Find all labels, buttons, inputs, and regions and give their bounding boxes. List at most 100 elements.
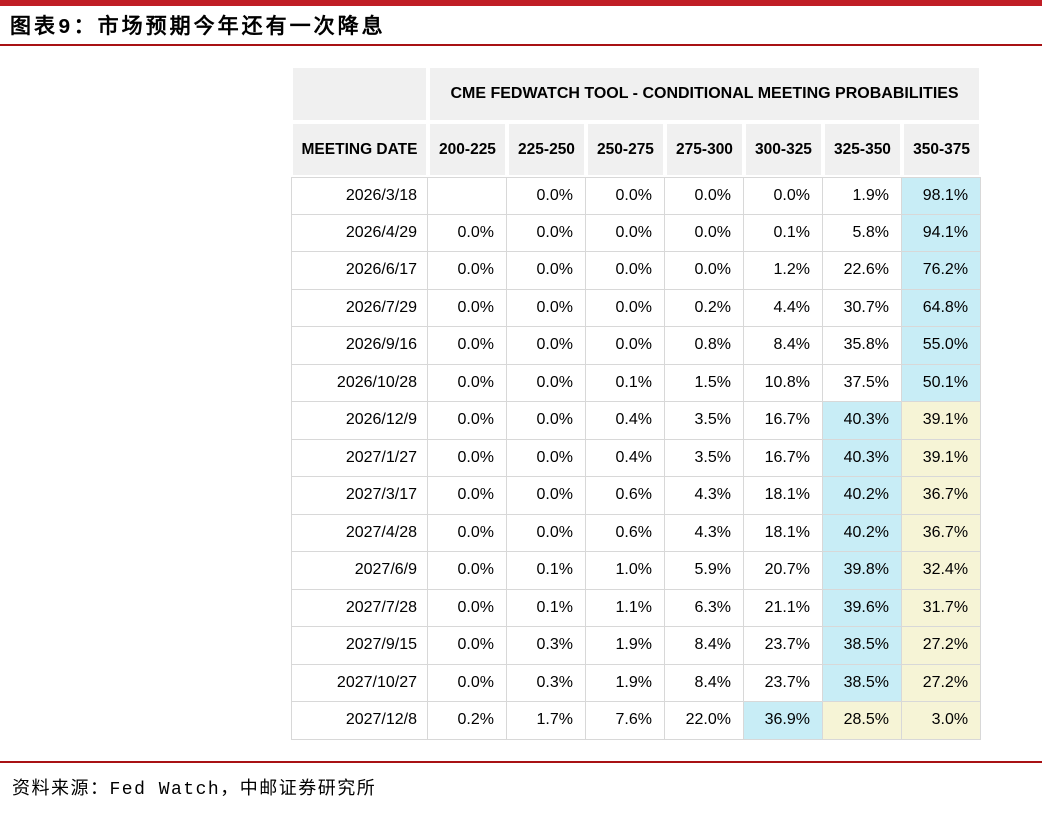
probability-cell: 0.0% <box>586 177 665 215</box>
probability-cell: 0.0% <box>428 402 507 440</box>
probability-cell: 0.0% <box>428 589 507 627</box>
rate-range-header: 325-350 <box>823 122 902 177</box>
probability-cell: 76.2% <box>902 252 982 290</box>
probability-cell: 0.2% <box>428 702 507 740</box>
probability-cell: 0.0% <box>428 439 507 477</box>
probability-cell: 40.3% <box>823 439 902 477</box>
probability-cell: 0.0% <box>428 289 507 327</box>
meeting-date-cell: 2027/1/27 <box>291 439 428 477</box>
table-row: 2026/7/29 0.0% 0.0% 0.0% 0.2% 4.4% 30.7% 64.8% <box>291 289 982 327</box>
table-row: 2027/1/27 0.0% 0.0% 0.4% 3.5% 16.7% 40.3% 39.1% <box>291 439 982 477</box>
probability-cell: 0.3% <box>507 627 586 665</box>
rate-range-header: 200-225 <box>428 122 507 177</box>
table-row: 2027/12/8 0.2% 1.7% 7.6% 22.0% 36.9% 28.5% 3.0% <box>291 702 982 740</box>
probability-cell <box>428 177 507 215</box>
meeting-date-cell: 2027/12/8 <box>291 702 428 740</box>
probability-cell: 0.0% <box>507 402 586 440</box>
meeting-date-header: MEETING DATE <box>291 122 428 177</box>
probability-cell: 8.4% <box>744 327 823 365</box>
probability-cell: 50.1% <box>902 364 982 402</box>
probability-cell: 0.0% <box>507 364 586 402</box>
fedwatch-probability-table: CME FEDWATCH TOOL - CONDITIONAL MEETING … <box>291 66 982 740</box>
meeting-date-cell: 2026/10/28 <box>291 364 428 402</box>
table-row: 2026/4/29 0.0% 0.0% 0.0% 0.0% 0.1% 5.8% 94.1% <box>291 214 982 252</box>
probability-cell: 1.9% <box>823 177 902 215</box>
probability-cell: 16.7% <box>744 439 823 477</box>
probability-cell: 0.0% <box>507 514 586 552</box>
probability-cell: 0.0% <box>428 364 507 402</box>
table-row: 2026/9/16 0.0% 0.0% 0.0% 0.8% 8.4% 35.8% 55.0% <box>291 327 982 365</box>
probability-cell: 20.7% <box>744 552 823 590</box>
probability-cell: 30.7% <box>823 289 902 327</box>
probability-cell: 4.4% <box>744 289 823 327</box>
probability-cell: 0.2% <box>665 289 744 327</box>
probability-cell: 18.1% <box>744 477 823 515</box>
probability-cell: 1.9% <box>586 664 665 702</box>
probability-cell: 22.6% <box>823 252 902 290</box>
probability-cell: 0.0% <box>665 177 744 215</box>
rate-range-header: 250-275 <box>586 122 665 177</box>
probability-cell: 23.7% <box>744 627 823 665</box>
probability-cell: 0.0% <box>586 214 665 252</box>
probability-cell: 1.5% <box>665 364 744 402</box>
table-row: 2027/6/9 0.0% 0.1% 1.0% 5.9% 20.7% 39.8% 32.4% <box>291 552 982 590</box>
probability-cell: 40.2% <box>823 514 902 552</box>
source-divider <box>0 761 1042 763</box>
probability-cell: 1.7% <box>507 702 586 740</box>
probability-cell: 0.4% <box>586 402 665 440</box>
probability-cell: 0.1% <box>507 589 586 627</box>
probability-cell: 38.5% <box>823 664 902 702</box>
probability-cell: 1.2% <box>744 252 823 290</box>
probability-cell: 0.0% <box>507 177 586 215</box>
probability-cell: 27.2% <box>902 627 982 665</box>
probability-cell: 39.6% <box>823 589 902 627</box>
probability-cell: 98.1% <box>902 177 982 215</box>
top-accent-bar <box>0 0 1042 6</box>
probability-cell: 0.0% <box>428 552 507 590</box>
meeting-date-cell: 2026/12/9 <box>291 402 428 440</box>
table-row: 2026/10/28 0.0% 0.0% 0.1% 1.5% 10.8% 37.5% 50.1… <box>291 364 982 402</box>
rate-range-header: 300-325 <box>744 122 823 177</box>
meeting-date-cell: 2026/7/29 <box>291 289 428 327</box>
corner-cell <box>291 66 428 122</box>
meeting-date-cell: 2026/4/29 <box>291 214 428 252</box>
probability-cell: 0.0% <box>507 477 586 515</box>
probability-cell: 0.1% <box>507 552 586 590</box>
probability-cell: 1.9% <box>586 627 665 665</box>
probability-cell: 8.4% <box>665 627 744 665</box>
probability-cell: 0.0% <box>507 439 586 477</box>
probability-cell: 0.0% <box>428 664 507 702</box>
probability-cell: 0.0% <box>428 214 507 252</box>
table-banner: CME FEDWATCH TOOL - CONDITIONAL MEETING … <box>428 66 982 122</box>
probability-cell: 32.4% <box>902 552 982 590</box>
table-row: 2027/3/17 0.0% 0.0% 0.6% 4.3% 18.1% 40.2% 36.7% <box>291 477 982 515</box>
probability-cell: 36.9% <box>744 702 823 740</box>
probability-cell: 10.8% <box>744 364 823 402</box>
probability-cell: 0.0% <box>586 327 665 365</box>
probability-cell: 4.3% <box>665 477 744 515</box>
probability-cell: 3.5% <box>665 402 744 440</box>
probability-cell: 6.3% <box>665 589 744 627</box>
probability-cell: 0.0% <box>665 252 744 290</box>
probability-cell: 7.6% <box>586 702 665 740</box>
probability-cell: 23.7% <box>744 664 823 702</box>
probability-cell: 94.1% <box>902 214 982 252</box>
meeting-date-cell: 2027/10/27 <box>291 664 428 702</box>
meeting-date-cell: 2027/7/28 <box>291 589 428 627</box>
probability-cell: 0.0% <box>507 327 586 365</box>
probability-cell: 0.0% <box>507 214 586 252</box>
probability-cell: 16.7% <box>744 402 823 440</box>
rate-range-header: 275-300 <box>665 122 744 177</box>
meeting-date-cell: 2026/3/18 <box>291 177 428 215</box>
probability-cell: 8.4% <box>665 664 744 702</box>
table-row: 2026/6/17 0.0% 0.0% 0.0% 0.0% 1.2% 22.6% 76.2% <box>291 252 982 290</box>
probability-cell: 0.6% <box>586 477 665 515</box>
probability-cell: 0.0% <box>586 289 665 327</box>
table-banner-row: CME FEDWATCH TOOL - CONDITIONAL MEETING … <box>291 66 982 122</box>
probability-cell: 31.7% <box>902 589 982 627</box>
probability-cell: 35.8% <box>823 327 902 365</box>
probability-cell: 0.8% <box>665 327 744 365</box>
probability-cell: 3.0% <box>902 702 982 740</box>
source-text: 资料来源：Fed Watch，中邮证券研究所 <box>12 780 377 800</box>
rate-range-header: 225-250 <box>507 122 586 177</box>
